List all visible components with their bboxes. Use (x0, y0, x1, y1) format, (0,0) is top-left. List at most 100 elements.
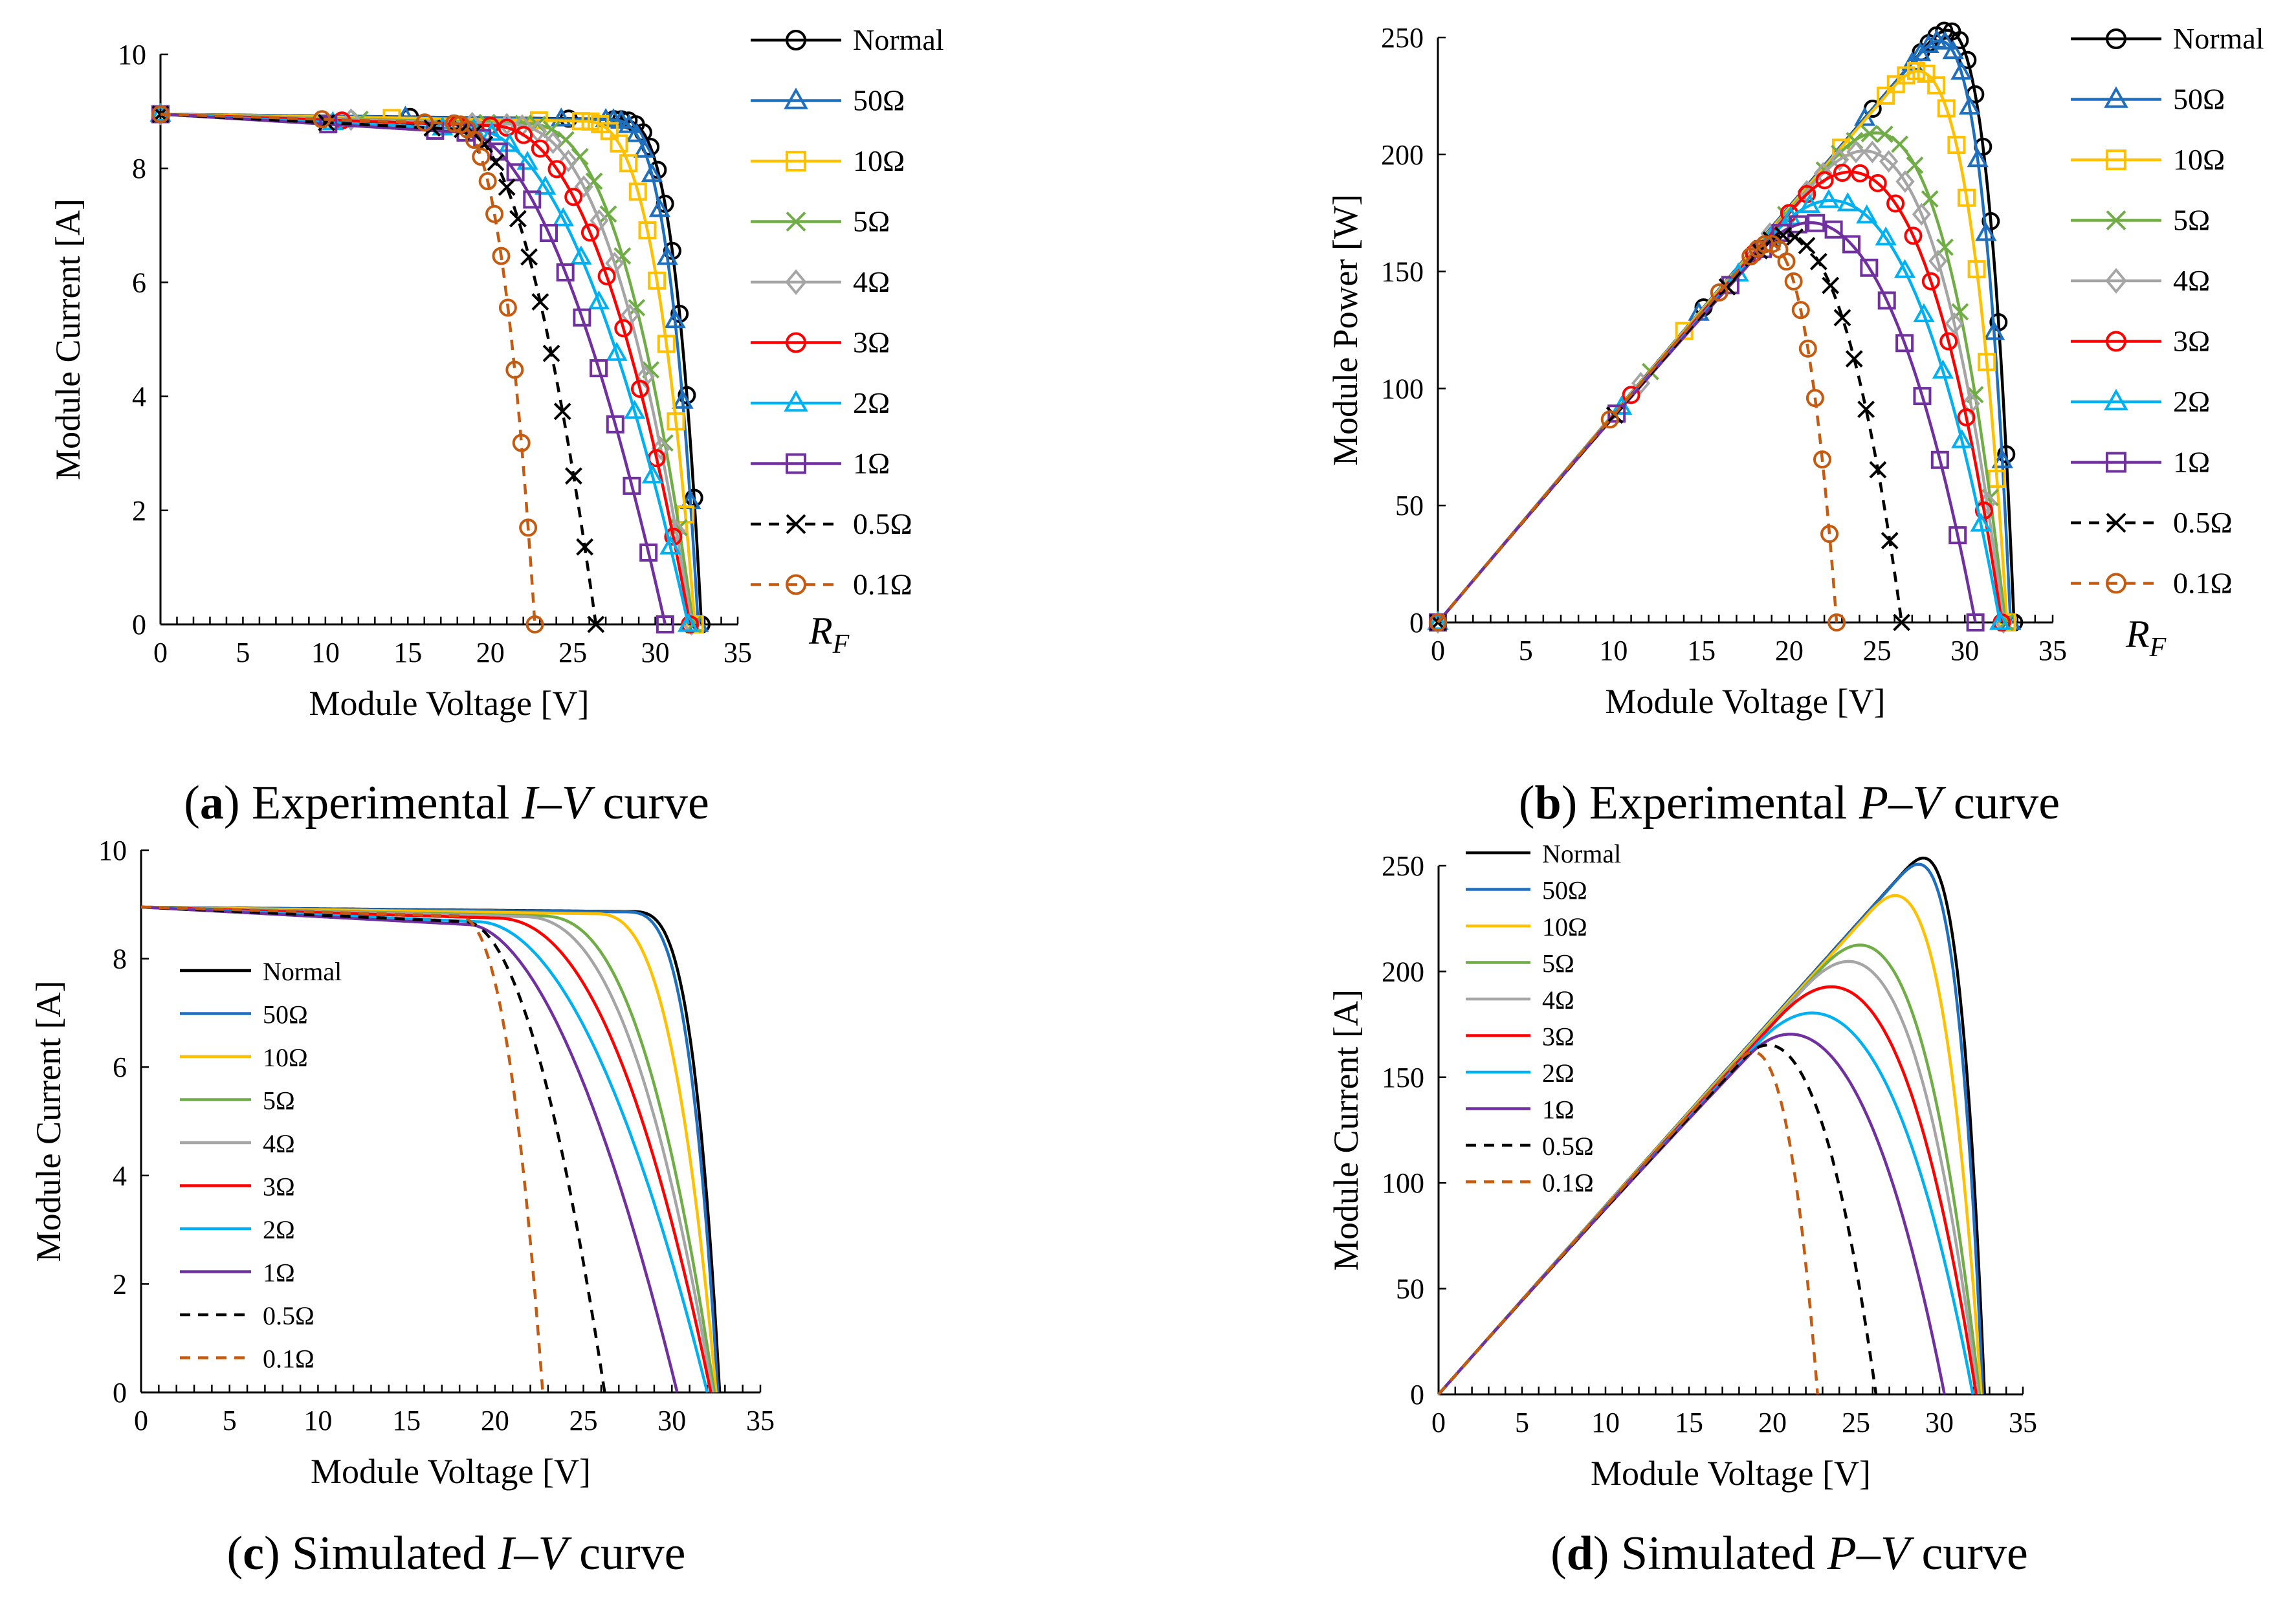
data-point (585, 172, 603, 190)
data-point (1987, 469, 2006, 488)
data-point (1897, 66, 1915, 85)
data-point (543, 120, 560, 138)
data-point (1822, 276, 1840, 294)
data-point (574, 175, 593, 199)
data-point (1805, 389, 1824, 408)
series-markers-6 (151, 105, 700, 633)
data-point (1991, 449, 2013, 468)
data-point (514, 126, 533, 144)
series-line-2 (1437, 862, 1985, 1396)
x-tick-label: 25 (1842, 1407, 1870, 1438)
data-point (624, 399, 646, 419)
x-tick-label: 5 (1515, 1407, 1529, 1438)
data-point (635, 365, 655, 388)
data-point (550, 107, 572, 127)
series-line-3 (1437, 894, 1983, 1396)
legend-label: 5Ω (853, 205, 890, 238)
legend-marker (786, 514, 806, 534)
series-markers-10 (151, 105, 544, 633)
chart-c: 0 5 10 15 20 25 30 35 0 2 4 6 8 10 Module Voltage [V] M… (29, 835, 775, 1580)
series-markers-6 (1429, 164, 2011, 632)
data-point (1807, 214, 1826, 232)
x-tick-label: 30 (1925, 1407, 1954, 1438)
data-point (1427, 611, 1449, 630)
legend-label: 0.5Ω (1542, 1132, 1594, 1161)
caption-a: (a) Experimental I–V curve (184, 776, 709, 829)
series-line-3 (1437, 69, 2009, 624)
data-point (580, 223, 599, 242)
data-point (1860, 258, 1879, 277)
data-point (512, 434, 531, 452)
legend-label: 3Ω (2173, 325, 2210, 358)
series-line-8 (1437, 1033, 1946, 1396)
legend-label: Normal (2173, 22, 2264, 55)
legend-label: 2Ω (2173, 385, 2210, 418)
x-tick-label: 10 (311, 637, 340, 668)
data-point (519, 518, 538, 537)
data-point (543, 131, 563, 155)
data-point (1851, 164, 1870, 182)
x-tick-label: 15 (392, 1405, 421, 1436)
data-point (1600, 410, 1619, 429)
data-point (1970, 512, 1992, 532)
y-tick-label: 150 (1382, 1062, 1424, 1093)
legend-marker (784, 390, 808, 412)
legend-label: 10Ω (1542, 912, 1587, 941)
series-markers-1 (151, 105, 711, 633)
data-point (1937, 99, 1956, 118)
data-point (1886, 194, 1905, 213)
legend-label: 3Ω (853, 326, 890, 359)
series-line-6 (160, 113, 692, 625)
series-line-6 (1437, 170, 2003, 624)
legend-label: 0.1Ω (853, 568, 912, 601)
y-tick-label: 100 (1381, 373, 1424, 404)
data-point (1879, 149, 1899, 173)
legend-label: 0.5Ω (2173, 506, 2233, 539)
series-line-5 (140, 905, 714, 1393)
data-point (1917, 34, 1939, 53)
data-point (626, 123, 648, 142)
data-point (1862, 140, 1882, 164)
legend-marker (786, 212, 806, 232)
data-point (1934, 30, 1956, 50)
legend-label: 5Ω (1542, 949, 1574, 978)
legend-label: 50Ω (2173, 83, 2225, 116)
series-line-9 (140, 905, 606, 1393)
series-markers-3 (151, 105, 704, 633)
data-point (614, 319, 633, 338)
data-point (648, 197, 670, 217)
data-point (1860, 125, 1879, 142)
data-point (1857, 401, 1875, 419)
data-point (667, 412, 685, 431)
data-point (1833, 164, 1851, 182)
data-point (677, 613, 700, 632)
series-line-7 (1437, 199, 2002, 624)
data-point (672, 390, 694, 409)
series-markers-10 (1429, 235, 1846, 632)
data-point (1947, 136, 1966, 155)
data-point (547, 160, 566, 179)
data-point (151, 102, 170, 126)
data-point (1981, 212, 2000, 230)
legend-label: 2Ω (263, 1215, 295, 1244)
legend-label: 3Ω (1542, 1022, 1574, 1051)
data-point (1951, 303, 1969, 321)
y-tick-label: 10 (118, 39, 146, 71)
series-line-10 (140, 905, 544, 1393)
legend-label: 0.5Ω (853, 507, 912, 540)
data-point (628, 299, 646, 316)
data-point (1830, 148, 1849, 171)
legend-marker (784, 87, 808, 109)
data-point (1978, 353, 1996, 371)
legend-marker (786, 151, 806, 171)
data-point (531, 293, 549, 311)
data-point (341, 108, 360, 131)
legend-label: 2Ω (1542, 1059, 1574, 1088)
data-point (619, 154, 638, 173)
y-tick-label: 4 (113, 1160, 127, 1192)
data-point (1891, 135, 1909, 153)
legend-marker (786, 574, 806, 595)
data-point (1868, 174, 1887, 193)
legend-b: Normal 50Ω 10Ω 5Ω 4Ω 3Ω 2Ω 1Ω 0.5Ω 0.1Ω (2071, 22, 2264, 600)
series-line-8 (140, 905, 679, 1393)
